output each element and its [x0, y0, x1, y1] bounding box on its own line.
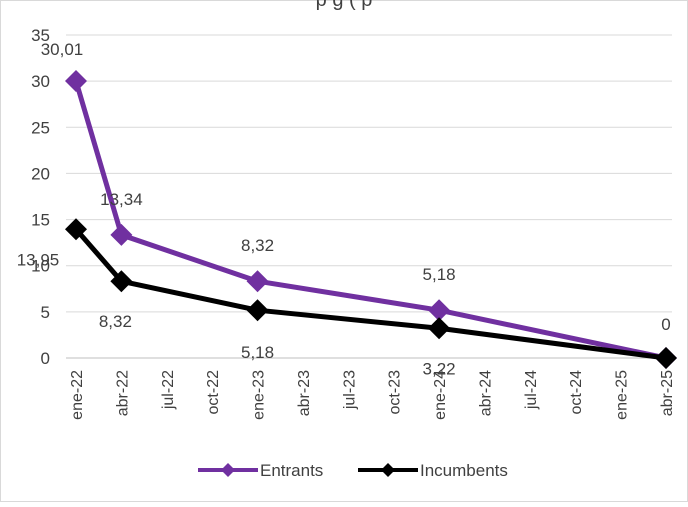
legend-label-incumbents: Incumbents	[420, 461, 508, 480]
data-point-incumbents	[246, 299, 269, 322]
data-label: 13,34	[100, 190, 143, 209]
y-tick-label: 25	[31, 118, 50, 137]
data-label: 13,95	[17, 250, 60, 269]
x-tick-label: ene-25	[614, 370, 631, 420]
x-tick-label: ene-24	[432, 370, 449, 420]
x-tick-label: ene-22	[69, 370, 86, 420]
data-point-entrants	[246, 270, 269, 293]
y-tick-label: 10	[31, 257, 50, 276]
data-label: 5,18	[241, 343, 274, 362]
x-tick-label: jul-22	[160, 370, 177, 410]
x-tick-label: jul-24	[523, 370, 540, 410]
y-tick-label: 0	[41, 349, 50, 368]
x-tick-label: jul-23	[341, 370, 358, 410]
data-label: 0	[661, 315, 670, 334]
x-tick-label: abr-23	[296, 370, 313, 416]
data-point-incumbents	[110, 270, 133, 293]
x-tick-label: oct-24	[568, 370, 585, 415]
legend-label-entrants: Entrants	[260, 461, 323, 480]
data-point-entrants	[428, 299, 451, 322]
data-point-incumbents	[655, 347, 677, 369]
data-point-entrants	[65, 70, 87, 93]
chart-title: p g ( p	[316, 0, 373, 11]
legend-marker-incumbents	[381, 463, 395, 477]
data-point-incumbents	[65, 218, 87, 241]
y-tick-label: 35	[31, 26, 50, 45]
y-tick-label: 20	[31, 164, 50, 183]
data-label: 3,22	[423, 359, 456, 378]
data-label: 8,32	[241, 236, 274, 255]
legend-marker-entrants	[221, 463, 235, 477]
data-point-entrants	[110, 223, 133, 246]
y-tick-label: 30	[31, 72, 50, 91]
x-tick-label: oct-22	[205, 370, 222, 415]
data-point-incumbents	[428, 317, 451, 340]
data-label: 8,32	[99, 312, 132, 331]
y-tick-label: 15	[31, 211, 50, 230]
data-label: 30,01	[41, 40, 84, 59]
y-tick-label: 5	[41, 303, 50, 322]
x-tick-label: oct-23	[387, 370, 404, 415]
x-tick-label: abr-25	[659, 370, 676, 416]
x-tick-label: ene-23	[251, 370, 268, 420]
x-tick-label: abr-24	[477, 370, 494, 416]
x-tick-label: abr-22	[114, 370, 131, 416]
data-label: 5,18	[423, 265, 456, 284]
